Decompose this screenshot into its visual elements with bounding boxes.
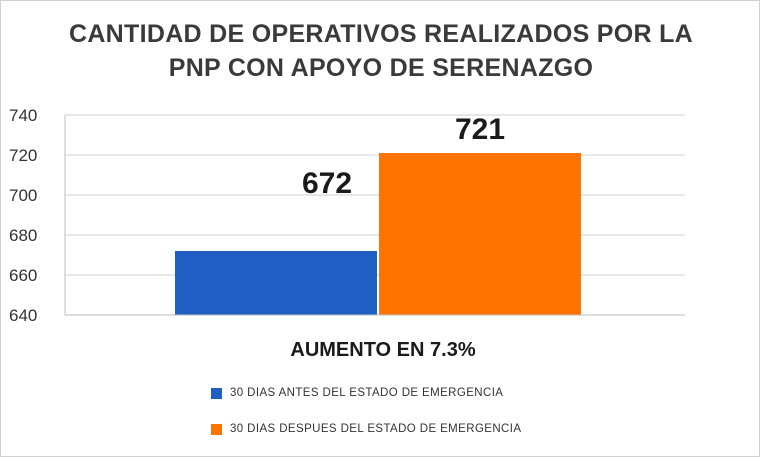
y-tick-label-740: 740: [9, 106, 37, 125]
legend-swatch-before: [211, 387, 222, 399]
y-tick-label-640: 640: [9, 306, 37, 325]
chart-title-line-2: PNP CON APOYO DE SERENAZGO: [168, 54, 594, 82]
bar-0: [175, 251, 377, 315]
legend-item-before: 30 DIAS ANTES DEL ESTADO DE EMERGENCIA: [211, 379, 521, 407]
chart-legend: 30 DIAS ANTES DEL ESTADO DE EMERGENCIA 3…: [211, 379, 521, 451]
y-tick-label-680: 680: [9, 226, 37, 245]
legend-label-before: 30 DIAS ANTES DEL ESTADO DE EMERGENCIA: [230, 387, 504, 399]
legend-swatch-after: [211, 423, 222, 435]
y-tick-label-700: 700: [9, 186, 37, 205]
chart-title: CANTIDAD DE OPERATIVOS REALIZADOS POR LA…: [1, 17, 760, 85]
legend-label-after: 30 DIAS DESPUES DEL ESTADO DE EMERGENCIA: [230, 423, 522, 435]
y-tick-label-660: 660: [9, 266, 37, 285]
bar-1: [379, 153, 581, 315]
y-tick-label-720: 720: [9, 146, 37, 165]
legend-item-after: 30 DIAS DESPUES DEL ESTADO DE EMERGENCIA: [211, 415, 521, 443]
bar-chart: 640 660 680 700 720 740 672 721 AUMENTO EN 7.3%: [9, 106, 685, 361]
chart-title-line-1: CANTIDAD DE OPERATIVOS REALIZADOS POR LA: [68, 20, 694, 48]
bar-data-label-1: 721: [455, 113, 505, 146]
x-axis-label: AUMENTO EN 7.3%: [290, 339, 475, 361]
bar-data-label-0: 672: [302, 167, 352, 200]
